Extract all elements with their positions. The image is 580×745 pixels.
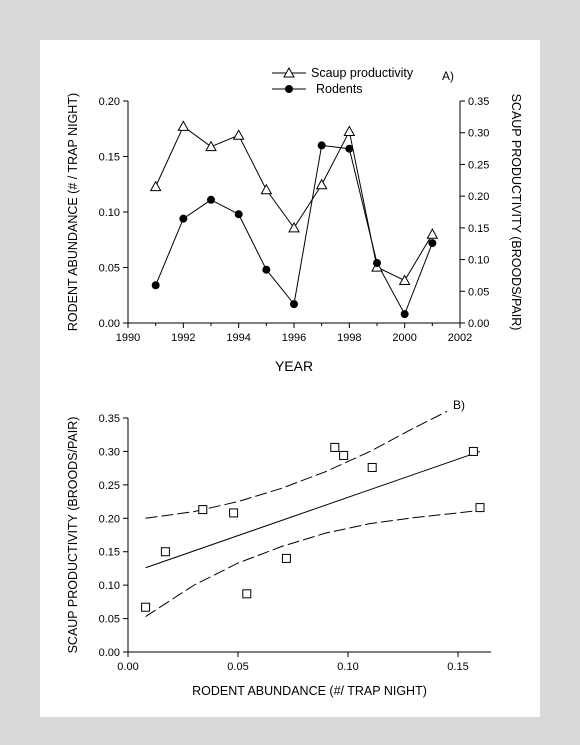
a-yl-tick-label: 0.20: [99, 96, 120, 108]
a-y-left-axis-label: RODENT ABUNDANCE (# / TRAP NIGHT): [66, 93, 80, 331]
a-yr-tick-label: 0.00: [468, 318, 489, 330]
scaup-productivity-point: [343, 125, 356, 136]
scatter-point: [229, 508, 239, 518]
scatter-point: [339, 450, 349, 460]
scaup-productivity-point: [260, 183, 273, 195]
rodents-point: [262, 265, 271, 274]
regression-line: [145, 450, 481, 569]
b-y-tick-label: 0.05: [99, 614, 120, 626]
a-x-tick-label: 1994: [226, 332, 250, 344]
a-x-tick-label: 1996: [282, 332, 306, 344]
scatter-point: [367, 462, 377, 472]
rodents-point: [400, 310, 409, 319]
b-y-tick-label: 0.10: [99, 580, 120, 592]
b-y-tick-label: 0.25: [99, 480, 120, 492]
rodents-point: [179, 214, 188, 223]
a-yr-tick-label: 0.10: [468, 255, 489, 267]
b-x-tick-label: 0.05: [227, 661, 248, 673]
b-y-tick-label: 0.30: [99, 446, 120, 458]
scatter-point: [141, 602, 151, 612]
legend-rodents-marker: [285, 85, 293, 93]
rodents-point: [207, 195, 215, 204]
scaup-productivity-point: [232, 129, 245, 140]
scaup-productivity-point: [149, 180, 162, 192]
scatter-point: [475, 503, 485, 513]
b-x-axis-label: RODENT ABUNDANCE (#/ TRAP NIGHT): [192, 684, 427, 698]
scaup-productivity-line: [155, 125, 433, 282]
a-x-tick-label: 1998: [337, 332, 361, 344]
a-yl-tick-label: 0.10: [99, 207, 120, 219]
b-panel-label: B): [453, 398, 465, 412]
a-yl-tick-label: 0.00: [99, 318, 120, 330]
a-x-tick-label: 2000: [392, 332, 416, 344]
a-y-right-axis-label: SCAUP PRODUCTIVITY (BROODS/PAIR): [509, 94, 523, 331]
b-y-axis-label: SCAUP PRODUCTIVITY (BROODS/PAIR): [66, 417, 80, 654]
a-yr-tick-label: 0.25: [468, 159, 489, 171]
rodents-point: [234, 210, 243, 219]
scaup-productivity-point: [426, 228, 439, 239]
scaup-productivity-point: [177, 120, 190, 131]
a-x-axis-label: YEAR: [275, 358, 313, 374]
a-yr-tick-label: 0.30: [468, 128, 489, 140]
figure-card: 1990 1992 1994 1996 1998 2000 2002 0.00 0.05 0.10…: [40, 40, 540, 717]
rodents-point: [317, 141, 326, 150]
legend-scaup-label: Scaup productivity: [311, 66, 414, 80]
scatter-point: [242, 589, 252, 599]
a-yl-tick-label: 0.15: [99, 152, 120, 164]
scatter-point: [281, 553, 291, 563]
a-x-tick-label: 1990: [116, 332, 140, 344]
rodents-point: [373, 259, 381, 268]
b-y-tick-label: 0.00: [99, 647, 120, 659]
scaup-productivity-point: [288, 221, 300, 233]
rodents-point: [345, 144, 354, 153]
figure-svg: 1990 1992 1994 1996 1998 2000 2002 0.00 0.05 0.10…: [66, 66, 523, 698]
rodents-point: [151, 281, 160, 290]
a-yr-tick-label: 0.20: [468, 191, 489, 203]
scatter-point: [160, 547, 170, 557]
b-y-tick-label: 0.20: [99, 513, 120, 525]
a-x-tick-label: 1992: [171, 332, 195, 344]
scaup-productivity-point: [315, 178, 328, 190]
confidence-lower-line: [145, 509, 481, 617]
a-yr-tick-label: 0.35: [468, 96, 489, 108]
scaup-productivity-point: [398, 274, 411, 286]
scatter-point: [468, 446, 478, 456]
legend-scaup-marker: [283, 66, 295, 78]
a-yr-tick-label: 0.15: [468, 223, 489, 235]
b-x-tick-label: 0.10: [337, 661, 358, 673]
scatter-point: [330, 442, 340, 452]
rodents-point: [290, 300, 298, 309]
scatter-point: [198, 505, 208, 515]
confidence-upper-line: [145, 410, 448, 519]
scaup-productivity-point: [205, 140, 217, 152]
rodents-point: [428, 239, 437, 248]
a-panel-label: A): [442, 69, 454, 83]
b-y-tick-label: 0.35: [99, 413, 120, 425]
b-y-tick-label: 0.15: [99, 547, 120, 559]
legend-rodents-label: Rodents: [316, 82, 363, 96]
b-x-tick-label: 0.15: [447, 661, 468, 673]
a-yl-tick-label: 0.05: [99, 263, 120, 275]
a-x-tick-label: 2002: [448, 332, 472, 344]
b-x-tick-label: 0.00: [117, 661, 138, 673]
a-yr-tick-label: 0.05: [468, 286, 489, 298]
